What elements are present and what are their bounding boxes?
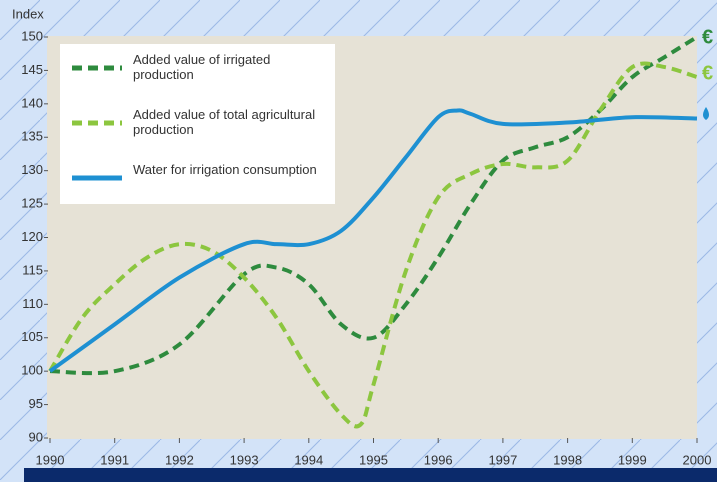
y-tick-label: 110 [22,296,43,311]
x-tick-label: 1994 [294,452,323,467]
x-tick-label: 1997 [488,452,517,467]
y-tick-label: 135 [21,129,43,144]
series-line [48,61,698,429]
y-axis-label: Index [12,6,44,21]
x-tick-label: 1990 [36,452,65,467]
x-tick-label: 1996 [424,452,453,467]
y-tick-label: 95 [29,396,43,411]
y-tick-label: 140 [21,95,43,110]
series-line [48,108,698,373]
y-tick-label: 125 [21,196,43,211]
legend-label: Added value of irrigated production [133,52,271,82]
y-tick-label: 130 [21,162,43,177]
legend-label: Added value of total agricultural produc… [133,107,316,137]
drop-icon [703,107,709,120]
x-tick-label: 2000 [683,452,712,467]
x-tick-label: 1991 [100,452,129,467]
y-tick-label: 115 [22,262,43,277]
x-tick-label: 1992 [165,452,194,467]
y-tick-label: 90 [29,429,43,444]
euro-icon: € [702,62,713,84]
euro-icon: € [702,26,713,48]
bottom-bar [24,468,717,482]
legend-label: Water for irrigation consumption [133,162,317,177]
y-tick-label: 120 [21,229,43,244]
x-tick-label: 1999 [618,452,647,467]
y-tick-label: 150 [21,28,43,43]
x-tick-label: 1993 [230,452,259,467]
y-tick-label: 105 [21,329,43,344]
x-tick-label: 1998 [553,452,582,467]
y-tick-label: 145 [21,62,43,77]
x-tick-label: 1995 [359,452,388,467]
y-tick-label: 100 [21,363,43,378]
